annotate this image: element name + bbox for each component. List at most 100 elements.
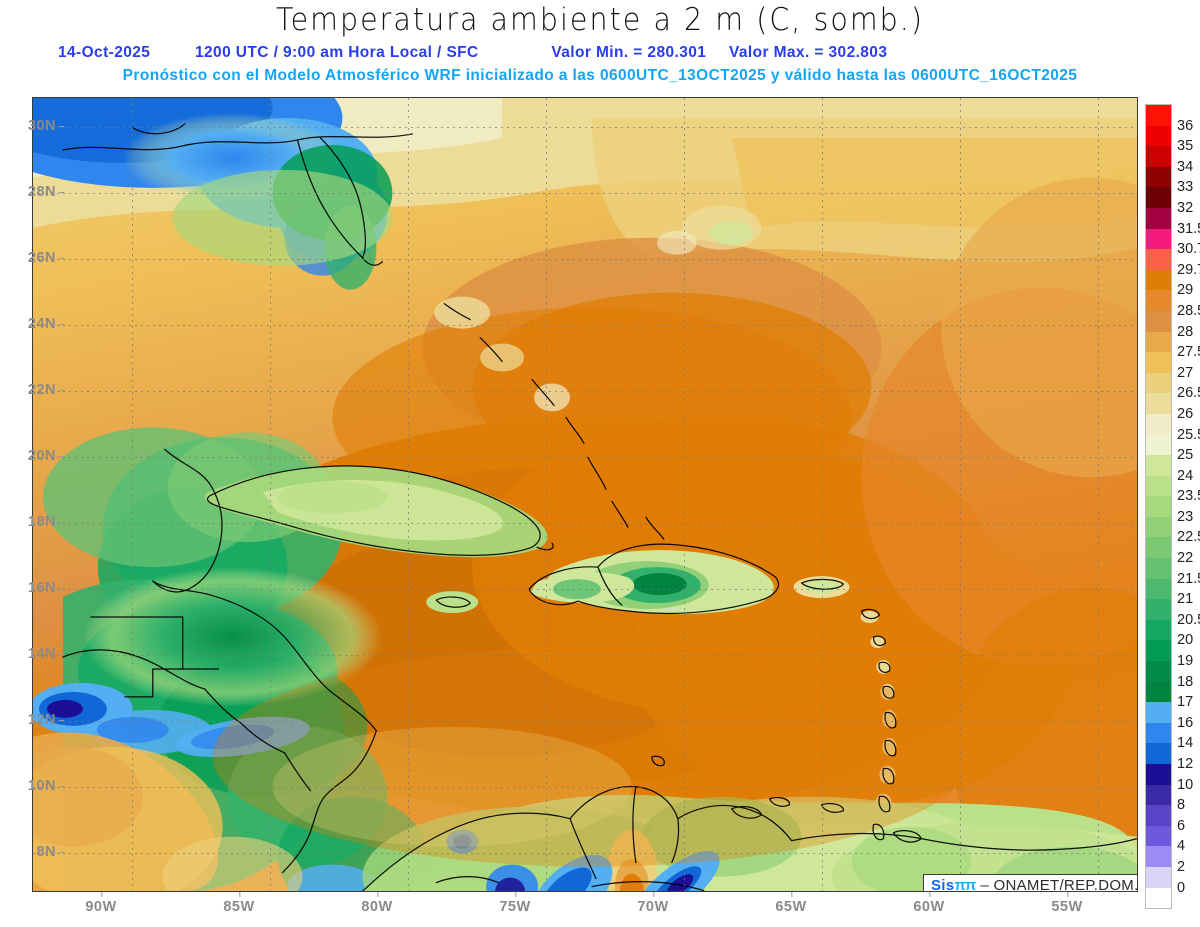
colorbar-cell: 35 xyxy=(1146,125,1193,154)
xtick-label: 90W xyxy=(85,892,117,915)
colorbar-cell: 22 xyxy=(1146,537,1193,566)
value-min-label: Valor Min. = 280.301 xyxy=(551,44,707,61)
colorbar-cell: 36 xyxy=(1146,105,1193,134)
gridline-horizontal xyxy=(33,523,1137,524)
ytick-label: 12N xyxy=(27,712,65,728)
xtick-label: 65W xyxy=(775,892,807,915)
colorbar-tick-label: 27.5 xyxy=(1177,344,1200,361)
colorbar-cell: 23 xyxy=(1146,496,1193,525)
colorbar-cell: 33 xyxy=(1146,166,1193,195)
colorbar-cell: 31.5 xyxy=(1146,207,1200,237)
colorbar-tick-label: 28.5 xyxy=(1177,302,1200,319)
xtick-label: 75W xyxy=(499,892,531,915)
colorbar-tick-label: 12 xyxy=(1177,756,1194,772)
page-title: Temperatura ambiente a 2 m (C, somb.) xyxy=(275,2,925,38)
colorbar-tick-label: 14 xyxy=(1177,735,1194,752)
colorbar-cell: 17 xyxy=(1146,681,1193,710)
colorbar-cell: 18 xyxy=(1146,661,1193,690)
colorbar-tick-label: 23.5 xyxy=(1177,488,1200,505)
colorbar-cell: 34 xyxy=(1146,146,1193,175)
colorbar-cell xyxy=(1146,887,1171,909)
gridline-horizontal xyxy=(33,457,1137,458)
gridline-horizontal xyxy=(33,325,1137,326)
colorbar-cell: 32 xyxy=(1146,187,1193,216)
colorbar-tick-label: 2 xyxy=(1177,858,1186,875)
colorbar-tick-label: 26.5 xyxy=(1177,385,1200,402)
colorbar-tick-label: 28 xyxy=(1177,323,1194,340)
header-subline-primary: 14-Oct-2025 1200 UTC / 9:00 am Hora Loca… xyxy=(0,44,1200,62)
gridline-vertical xyxy=(1098,98,1099,891)
colorbar-tick-label: 21 xyxy=(1177,591,1194,608)
colorbar-cell: 25.5 xyxy=(1146,413,1200,443)
gridline-horizontal xyxy=(33,655,1137,656)
colorbar-cell: 14 xyxy=(1146,722,1193,751)
colorbar-cell: 8 xyxy=(1146,784,1185,813)
colorbar-tick-label: 31.5 xyxy=(1177,220,1200,237)
colorbar-cell: 28.5 xyxy=(1146,290,1200,319)
colorbar-cell: 4 xyxy=(1146,825,1185,854)
xtick-label: 70W xyxy=(637,892,669,915)
colorbar-cell: 6 xyxy=(1146,805,1185,834)
colorbar-cell: 21.5 xyxy=(1146,558,1200,587)
map-plot-area[interactable]: Sis ππ – ONAMET/REP.DOM. xyxy=(32,97,1138,892)
colorbar-cell: 27 xyxy=(1146,352,1193,381)
colorbar-tick-label: 25.5 xyxy=(1177,426,1200,443)
colorbar-cell: 29.7 xyxy=(1146,249,1200,278)
colorbar-tick-label: 18 xyxy=(1177,673,1194,690)
colorbar-cell: 10 xyxy=(1146,764,1193,793)
xtick-label: 55W xyxy=(1051,892,1083,915)
colorbar-tick-label: 20.5 xyxy=(1177,611,1200,628)
colorbar-tick-label: 0 xyxy=(1177,879,1186,896)
watermark-brand: Sis xyxy=(931,877,955,892)
gridline-vertical xyxy=(270,98,271,891)
colorbar-tick-label: 19 xyxy=(1177,653,1194,670)
ytick-label: 14N xyxy=(27,646,65,662)
colorbar-tick-label: 29 xyxy=(1177,282,1194,299)
colorbar-tick-label: 10 xyxy=(1177,776,1194,793)
colorbar-tick-label: 27 xyxy=(1177,364,1194,381)
colorbar-legend[interactable]: 363534333231.530.729.72928.52827.52726.5… xyxy=(1145,104,1200,910)
colorbar-cell: 12 xyxy=(1146,743,1193,772)
colorbar-tick-label: 22 xyxy=(1177,550,1194,567)
ytick-label: 20N xyxy=(27,448,65,464)
colorbar-cell: 29 xyxy=(1146,269,1193,298)
colorbar-tick-label: 29.7 xyxy=(1177,261,1200,278)
colorbar-tick-label: 21.5 xyxy=(1177,570,1200,587)
colorbar-cell: 27.5 xyxy=(1146,331,1200,360)
colorbar-cell: 30.7 xyxy=(1146,228,1200,257)
colorbar-cell: 2 xyxy=(1146,846,1185,875)
colorbar-cell: 28 xyxy=(1146,310,1193,340)
ytick-label: 22N xyxy=(27,382,65,398)
gridline-vertical xyxy=(960,98,961,891)
gridline-vertical xyxy=(822,98,823,891)
ytick-label: 24N xyxy=(27,316,65,332)
temperature-field xyxy=(33,98,1137,891)
colorbar-tick-label: 30.7 xyxy=(1177,241,1200,258)
colorbar-tick-label: 22.5 xyxy=(1177,529,1200,546)
source-watermark: Sis ππ – ONAMET/REP.DOM. xyxy=(923,874,1137,892)
colorbar-tick-label: 8 xyxy=(1177,797,1186,814)
colorbar-tick-label: 36 xyxy=(1177,117,1194,134)
colorbar-tick-label: 33 xyxy=(1177,179,1194,196)
ytick-label: 10N xyxy=(27,778,65,794)
forecast-date: 14-Oct-2025 xyxy=(58,44,151,61)
colorbar-tick-label: 35 xyxy=(1177,138,1194,155)
colorbar-cell: 19 xyxy=(1146,640,1193,669)
gridline-vertical xyxy=(546,98,547,891)
colorbar-cell: 26 xyxy=(1146,393,1193,422)
colorbar-tick-label: 23 xyxy=(1177,508,1194,525)
colorbar-tick-label: 24 xyxy=(1177,467,1194,484)
gridline-horizontal xyxy=(33,259,1137,260)
xtick-label: 80W xyxy=(361,892,393,915)
gridline-horizontal xyxy=(33,391,1137,392)
colorbar-tick-label: 4 xyxy=(1177,838,1186,855)
gridline-horizontal xyxy=(33,589,1137,590)
colorbar-tick-label: 34 xyxy=(1177,158,1194,175)
xtick-label: 85W xyxy=(223,892,255,915)
colorbar-tick-label: 26 xyxy=(1177,405,1194,422)
colorbar-cell: 23.5 xyxy=(1146,475,1200,504)
colorbar-tick-label: 20 xyxy=(1177,632,1194,649)
colorbar-tick-label: 25 xyxy=(1177,447,1194,464)
watermark-brand-suffix: ππ xyxy=(954,877,976,892)
gridline-horizontal xyxy=(33,193,1137,194)
